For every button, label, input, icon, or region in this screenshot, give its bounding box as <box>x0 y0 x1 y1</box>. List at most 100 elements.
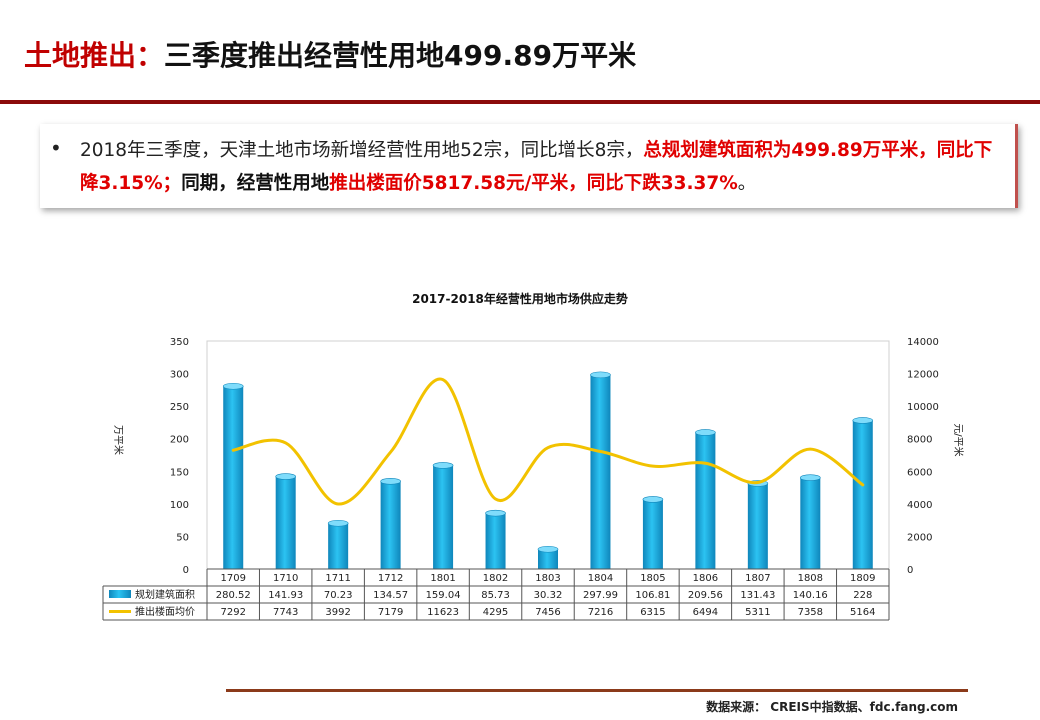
bar <box>590 374 611 569</box>
y-right-tick-label: 4000 <box>907 500 932 511</box>
line-value-label: 5164 <box>850 607 875 618</box>
bar <box>223 386 244 569</box>
summary-box: • 2018年三季度，天津土地市场新增经营性用地52宗，同比增长8宗，总规划建筑… <box>40 124 1018 208</box>
y-left-tick-label: 300 <box>170 370 189 381</box>
bar-cap <box>222 382 244 390</box>
y-left-tick-label: 0 <box>183 565 189 576</box>
summary-text: 2018年三季度，天津土地市场新增经营性用地52宗，同比增长8宗，总规划建筑面积… <box>80 134 1005 200</box>
y-right-tick-label: 14000 <box>907 337 939 348</box>
line-value-label: 7216 <box>588 607 613 618</box>
bar-value-label: 70.23 <box>324 590 353 601</box>
bar-value-label: 297.99 <box>583 590 618 601</box>
page-title-prefix: 土地推出： <box>24 39 165 72</box>
bar-value-label: 106.81 <box>635 590 670 601</box>
bar <box>642 499 663 569</box>
bar-value-label: 134.57 <box>373 590 408 601</box>
y-right-axis-title: 元/平米 <box>952 423 965 456</box>
y-left-tick-label: 200 <box>170 435 189 446</box>
line-value-label: 11623 <box>427 607 459 618</box>
y-left-tick-label: 150 <box>170 467 189 478</box>
bar <box>695 432 716 569</box>
x-tick-label: 1803 <box>535 573 560 584</box>
y-right-tick-label: 0 <box>907 565 913 576</box>
y-right-tick-label: 2000 <box>907 532 932 543</box>
summary-highlight-price: 推出楼面价5817.58元/平米，同比下跌33.37% <box>329 173 738 194</box>
chart-title: 2017-2018年经营性用地市场供应走势 <box>412 292 628 306</box>
data-table: 1709 1710 1711 1712 1801 1802 1803 1804 1805 1806… <box>102 568 890 621</box>
footer-divider <box>226 689 968 692</box>
axes: 0 50 100 150 200 250 300 350 0 2000 4000 6000 8000 10… <box>112 337 965 576</box>
x-tick-label: 1709 <box>221 573 246 584</box>
bar <box>852 420 873 569</box>
bar <box>800 477 821 569</box>
bar-series <box>222 371 874 569</box>
line-value-label: 7456 <box>535 607 560 618</box>
x-tick-label: 1805 <box>640 573 665 584</box>
line-value-label: 4295 <box>483 607 508 618</box>
bar <box>433 465 454 569</box>
bar-cap <box>590 371 611 379</box>
x-tick-label: 1804 <box>588 573 613 584</box>
y-left-tick-label: 50 <box>176 532 189 543</box>
bar-cap <box>852 417 874 424</box>
line-value-label: 7179 <box>378 607 403 618</box>
page-title-main: 三季度推出经营性用地499.89万平米 <box>164 39 637 72</box>
x-tick-label: 1710 <box>273 573 298 584</box>
x-tick-label: 1806 <box>693 573 718 584</box>
legend-bar-key <box>109 590 131 598</box>
page-title: 土地推出：三季度推出经营性用地499.89万平米 <box>24 34 636 74</box>
line-value-label: 7292 <box>221 607 246 618</box>
x-tick-label: 1802 <box>483 573 508 584</box>
bar <box>485 513 506 569</box>
bar-cap <box>537 545 559 553</box>
y-left-tick-label: 350 <box>170 337 189 348</box>
x-tick-label: 1711 <box>325 573 350 584</box>
bar-cap <box>432 462 454 469</box>
y-right-tick-label: 6000 <box>907 467 932 478</box>
line-value-label: 5311 <box>745 607 770 618</box>
line-value-label: 6315 <box>640 607 665 618</box>
bar <box>275 476 296 569</box>
bar-cap <box>800 474 821 481</box>
legend-bar-label: 规划建筑面积 <box>135 588 195 601</box>
line-value-label: 6494 <box>693 607 718 618</box>
bar-value-label: 131.43 <box>740 590 775 601</box>
x-tick-label: 1801 <box>430 573 455 584</box>
bar-cap <box>327 519 349 527</box>
bar <box>747 483 768 569</box>
summary-highlight-area: 总规划建筑面积为499.89万平米，同比下降3.15%； <box>80 140 993 194</box>
bar-cap <box>275 473 296 480</box>
x-tick-label: 1712 <box>378 573 403 584</box>
line-value-label: 3992 <box>325 607 350 618</box>
bar-value-label: 159.04 <box>426 590 461 601</box>
price-line <box>231 377 865 506</box>
x-tick-label: 1809 <box>850 573 875 584</box>
y-left-axis-title: 万平米 <box>112 425 125 455</box>
bar-value-label: 280.52 <box>216 590 251 601</box>
chart-frame <box>206 340 890 570</box>
line-value-label: 7743 <box>273 607 298 618</box>
bar <box>328 523 349 569</box>
summary-part1: 2018年三季度，天津土地市场新增经营性用地52宗，同比增长8宗， <box>80 140 644 161</box>
bar-value-label: 140.16 <box>793 590 828 601</box>
y-right-tick-label: 10000 <box>907 402 939 413</box>
bar-value-label: 30.32 <box>534 590 563 601</box>
summary-part3: 同期，经营性用地 <box>181 173 330 194</box>
y-right-tick-label: 8000 <box>907 435 932 446</box>
bar <box>380 481 401 569</box>
x-tick-label: 1808 <box>798 573 823 584</box>
legend-line-label: 推出楼面均价 <box>135 605 195 618</box>
bar-value-label: 141.93 <box>268 590 303 601</box>
bullet-dot: • <box>50 136 62 160</box>
line-series <box>231 377 865 506</box>
x-tick-label: 1807 <box>745 573 770 584</box>
bar-value-label: 228 <box>853 590 872 601</box>
title-divider <box>0 100 1040 104</box>
line-value-label: 7358 <box>798 607 823 618</box>
bar-cap <box>380 478 401 485</box>
plot-area <box>206 340 890 570</box>
bar-value-label: 85.73 <box>481 590 510 601</box>
bar <box>538 549 558 569</box>
y-right-tick-label: 12000 <box>907 370 939 381</box>
